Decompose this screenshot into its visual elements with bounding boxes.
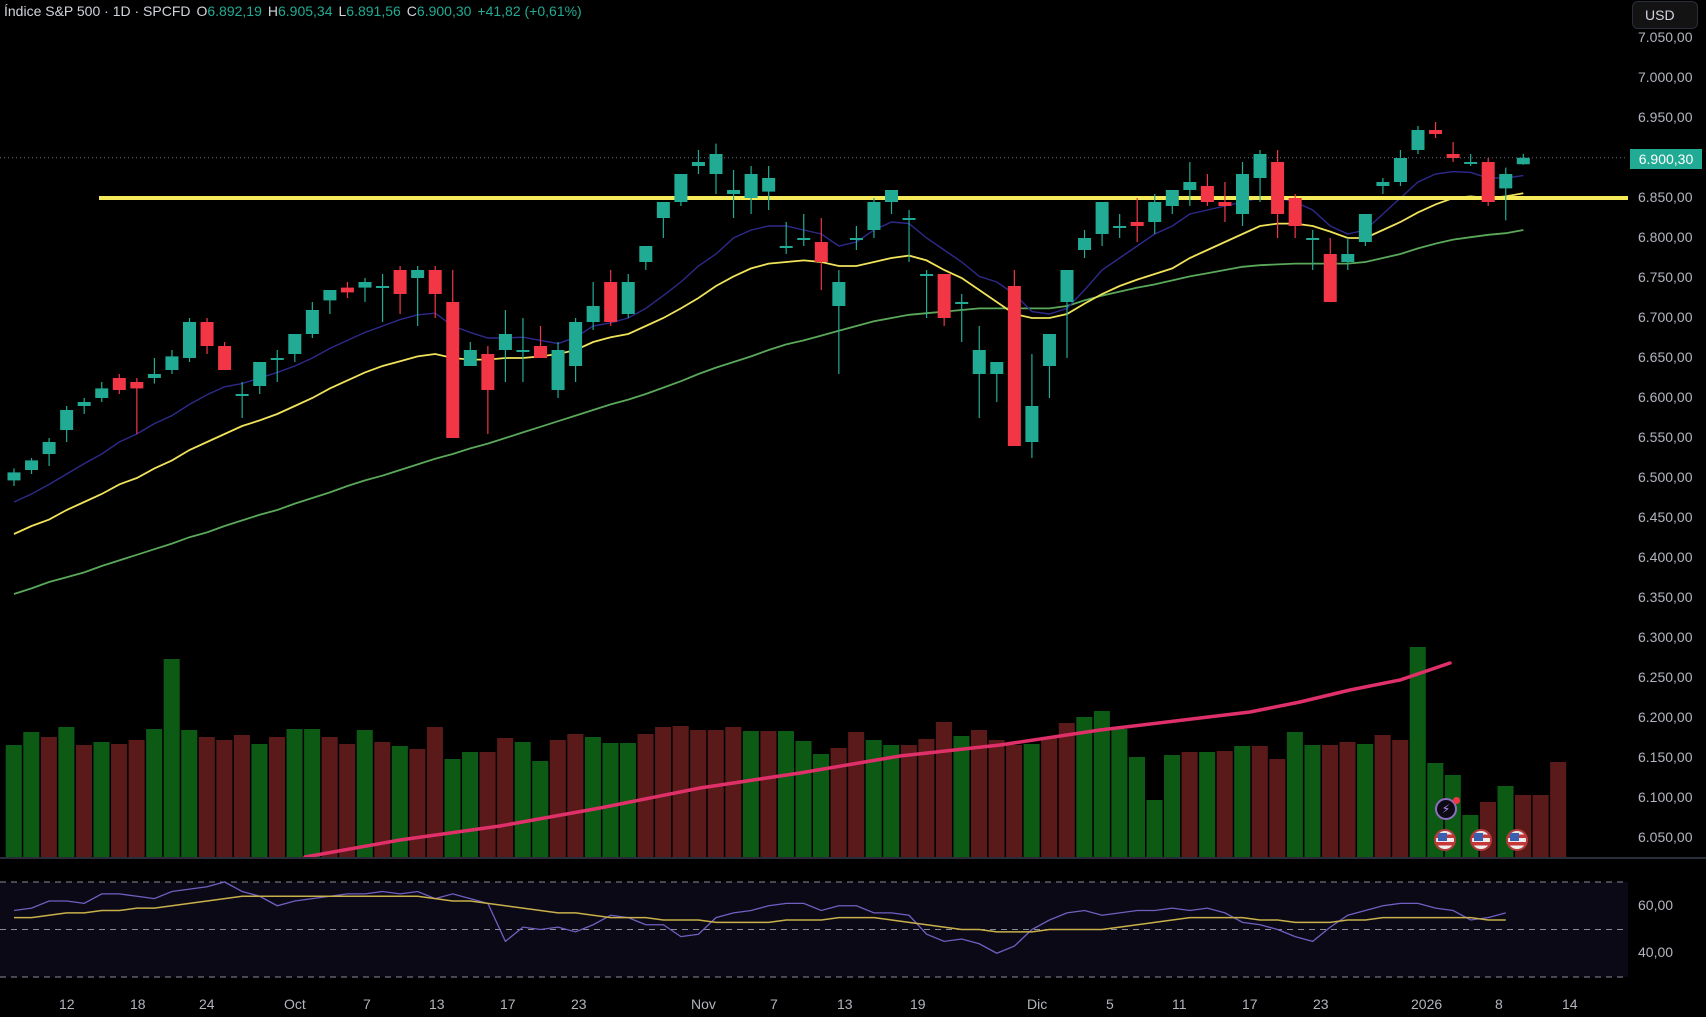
price-axis-label: 6.200,00 — [1638, 709, 1693, 725]
currency-button[interactable]: USD — [1632, 1, 1698, 29]
time-axis-label: 13 — [429, 996, 445, 1012]
price-axis-label: 6.350,00 — [1638, 589, 1693, 605]
time-axis-label: Dic — [1027, 996, 1048, 1012]
time-axis-label: 8 — [1495, 996, 1503, 1012]
time-axis-label: 18 — [130, 996, 146, 1012]
price-axis-label: 6.950,00 — [1638, 109, 1693, 125]
rsi-axis-label: 60,00 — [1638, 896, 1674, 913]
close-value: 6.900,30 — [416, 3, 472, 19]
price-axis-label: 6.650,00 — [1638, 349, 1693, 365]
low-label: L — [338, 3, 347, 19]
rsi-axis-label: 40,00 — [1638, 944, 1674, 961]
change-value: +41,82 (+0,61%) — [477, 3, 582, 19]
price-axis-label: 6.400,00 — [1638, 549, 1693, 565]
time-axis-label: Nov — [691, 996, 716, 1012]
symbol-legend[interactable]: Índice S&P 500 · 1D · SPCFD O6.892,19 H6… — [4, 3, 582, 19]
time-axis-label: 17 — [500, 996, 516, 1012]
price-axis-label: 6.250,00 — [1638, 669, 1693, 685]
low-value: 6.891,56 — [346, 3, 401, 19]
time-axis-label: 24 — [199, 996, 215, 1012]
rsi-panel — [0, 881, 1628, 978]
time-axis-label: 7 — [363, 996, 371, 1012]
price-axis-label: 6.600,00 — [1638, 389, 1693, 405]
price-axis-label: 6.050,00 — [1638, 829, 1693, 845]
time-axis-label: 2026 — [1411, 996, 1443, 1012]
high-label: H — [267, 3, 278, 19]
us-flag-icon[interactable] — [1434, 829, 1456, 851]
lightning-bolt-icon[interactable]: ⚡ — [1435, 797, 1460, 820]
price-axis-label: 6.300,00 — [1638, 629, 1693, 645]
symbol-title: Índice S&P 500 · 1D · SPCFD — [4, 3, 191, 19]
time-axis-label: 13 — [837, 996, 853, 1012]
volume-moving-average — [303, 661, 1452, 859]
open-label: O — [196, 3, 208, 19]
us-flag-icon[interactable] — [1470, 829, 1492, 851]
time-axis-label: 23 — [1313, 996, 1329, 1012]
open-value: 6.892,19 — [207, 3, 262, 19]
time-axis-label: 23 — [571, 996, 587, 1012]
price-axis-label: 6.550,00 — [1638, 429, 1693, 445]
close-label: C — [406, 3, 417, 19]
high-value: 6.905,34 — [278, 3, 333, 19]
time-axis-label: 12 — [59, 996, 75, 1012]
candlesticks — [7, 122, 1530, 486]
time-axis-label: 17 — [1242, 996, 1258, 1012]
last-price-tag: 6.900,30 — [1630, 149, 1702, 169]
price-axis-label: 6.100,00 — [1638, 789, 1693, 805]
time-axis-label: 5 — [1106, 996, 1114, 1012]
price-axis-label: 6.750,00 — [1638, 269, 1693, 285]
moving-averages — [13, 170, 1524, 595]
price-axis-label: 6.850,00 — [1638, 189, 1693, 205]
time-axis-label: Oct — [284, 996, 306, 1012]
price-axis-label: 6.500,00 — [1638, 469, 1693, 485]
time-axis-label: 14 — [1562, 996, 1578, 1012]
price-axis-label: 6.150,00 — [1638, 749, 1693, 765]
price-axis-label: 6.700,00 — [1638, 309, 1693, 325]
price-axis-label: 7.000,00 — [1638, 69, 1693, 85]
volume-bars — [5, 647, 1567, 857]
time-axis-label: 19 — [910, 996, 926, 1012]
us-flag-icon[interactable] — [1506, 829, 1528, 851]
price-axis-label: 6.800,00 — [1638, 229, 1693, 245]
price-axis-label: 6.450,00 — [1638, 509, 1693, 525]
time-axis-label: 7 — [770, 996, 778, 1012]
price-axis-label: 7.050,00 — [1638, 29, 1693, 45]
notification-dot — [1453, 797, 1460, 804]
time-axis-label: 11 — [1172, 996, 1187, 1012]
